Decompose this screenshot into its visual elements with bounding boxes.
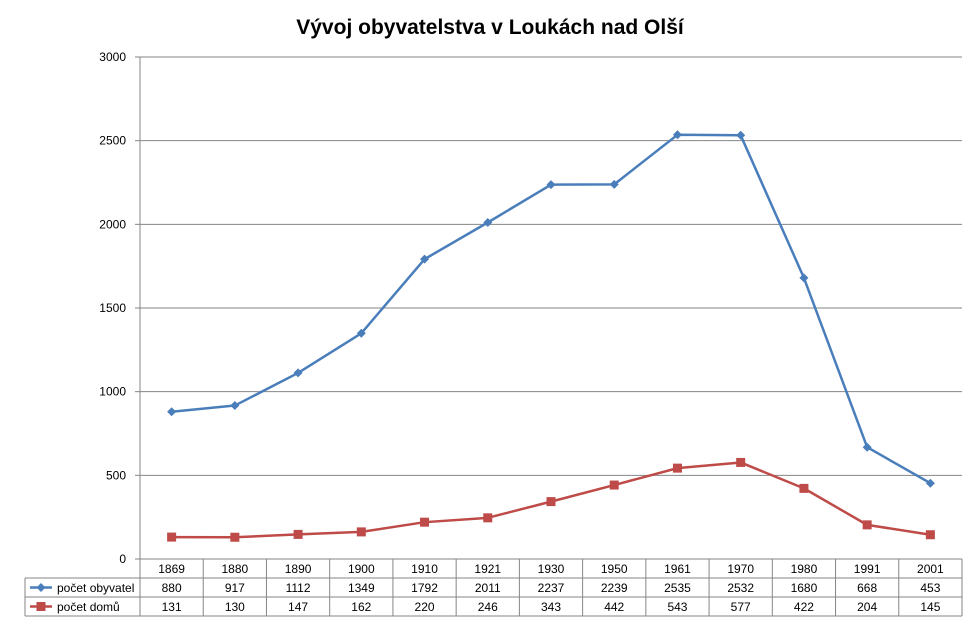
- legend-key-marker-1: [36, 583, 46, 592]
- data-label-series-1-1950: 2239: [601, 581, 628, 595]
- x-tick-label-1869: 1869: [158, 562, 185, 576]
- series-2-point-1961: [672, 463, 682, 473]
- data-label-series-2-1950: 442: [604, 600, 624, 614]
- series-2-point-1890: [293, 529, 303, 539]
- data-label-series-1-1900: 1349: [348, 581, 375, 595]
- y-tick-label-3000: 3000: [99, 50, 126, 64]
- series-2-point-1970: [736, 457, 746, 467]
- y-tick-label-2500: 2500: [99, 134, 126, 148]
- series-1-point-1970: [736, 130, 746, 140]
- series-1-point-1930: [546, 180, 556, 190]
- data-label-series-1-1961: 2535: [664, 581, 691, 595]
- data-label-series-2-1961: 543: [667, 600, 687, 614]
- data-label-series-2-1991: 204: [857, 600, 877, 614]
- data-label-series-2-1970: 577: [731, 600, 751, 614]
- data-label-series-1-1880: 917: [225, 581, 245, 595]
- x-tick-label-1950: 1950: [601, 562, 628, 576]
- series-2-point-1991: [862, 520, 872, 530]
- series-2-point-1980: [799, 483, 809, 493]
- series-1-point-1961: [672, 130, 682, 140]
- y-tick-label-2000: 2000: [99, 217, 126, 231]
- legend-label-1: počet obyvatel: [57, 581, 134, 595]
- y-tick-label-1500: 1500: [99, 301, 126, 315]
- data-label-series-1-2001: 453: [920, 581, 940, 595]
- series-2-point-1880: [230, 532, 240, 542]
- series-2-point-1950: [609, 480, 619, 490]
- data-label-series-1-1910: 1792: [411, 581, 438, 595]
- x-tick-label-1890: 1890: [285, 562, 312, 576]
- data-label-series-1-1991: 668: [857, 581, 877, 595]
- y-tick-label-500: 500: [106, 468, 126, 482]
- data-label-series-1-1980: 1680: [791, 581, 818, 595]
- x-tick-label-1880: 1880: [221, 562, 248, 576]
- legend-label-2: počet domů: [57, 600, 120, 614]
- data-label-series-2-1869: 131: [162, 600, 182, 614]
- data-label-series-2-1890: 147: [288, 600, 308, 614]
- y-tick-label-0: 0: [119, 552, 126, 566]
- data-label-series-1-1869: 880: [162, 581, 182, 595]
- data-label-series-2-1880: 130: [225, 600, 245, 614]
- chart-title: Vývoj obyvatelstva v Loukách nad Olší: [296, 16, 684, 39]
- x-tick-label-1900: 1900: [348, 562, 375, 576]
- y-tick-label-1000: 1000: [99, 385, 126, 399]
- data-label-series-2-1980: 422: [794, 600, 814, 614]
- series-1-point-1890: [293, 368, 303, 378]
- series-1-point-1980: [799, 273, 809, 283]
- x-tick-label-1961: 1961: [664, 562, 691, 576]
- series-2-point-1869: [167, 532, 177, 542]
- data-label-series-2-2001: 145: [920, 600, 940, 614]
- x-tick-label-2001: 2001: [917, 562, 944, 576]
- series-2-point-1900: [356, 527, 366, 537]
- series-1-point-1910: [420, 254, 430, 264]
- series-1-point-1869: [167, 407, 177, 417]
- x-tick-label-1970: 1970: [727, 562, 754, 576]
- x-tick-label-1921: 1921: [474, 562, 501, 576]
- data-label-series-1-1970: 2532: [727, 581, 754, 595]
- series-1-point-1900: [356, 328, 366, 338]
- data-label-series-1-1890: 1112: [286, 581, 311, 595]
- series-2-point-1930: [546, 497, 556, 507]
- legend-key-marker-2: [36, 602, 46, 611]
- series-2-point-1921: [483, 513, 493, 523]
- series-1-point-1991: [862, 442, 872, 452]
- x-tick-label-1991: 1991: [854, 562, 881, 576]
- data-label-series-1-1921: 2011: [475, 581, 501, 595]
- series-2-point-1910: [420, 517, 430, 527]
- data-label-series-2-1921: 246: [478, 600, 498, 614]
- series-1-point-1921: [483, 217, 493, 227]
- data-label-series-2-1910: 220: [415, 600, 435, 614]
- x-tick-label-1930: 1930: [538, 562, 565, 576]
- data-label-series-2-1930: 343: [541, 600, 561, 614]
- data-label-series-1-1930: 2237: [538, 581, 565, 595]
- series-1-point-1950: [609, 179, 619, 189]
- series-2-point-2001: [925, 530, 935, 540]
- data-label-series-2-1900: 162: [351, 600, 371, 614]
- series-1-point-1880: [230, 401, 240, 411]
- x-tick-label-1910: 1910: [411, 562, 438, 576]
- x-tick-label-1980: 1980: [791, 562, 818, 576]
- series-1-point-2001: [925, 478, 935, 488]
